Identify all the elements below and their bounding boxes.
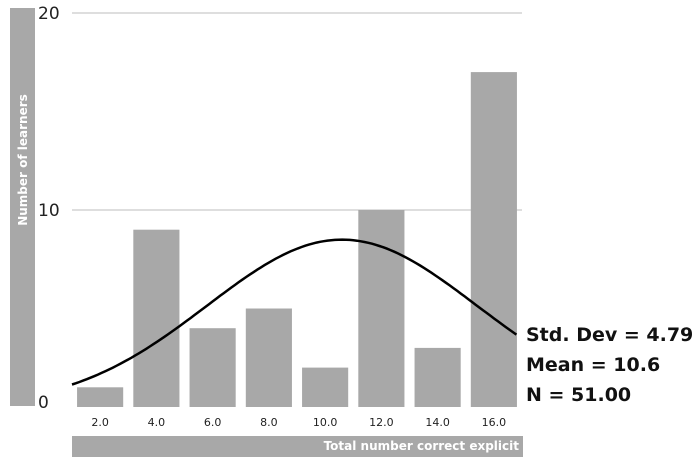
bar <box>414 347 461 407</box>
y-tick-label: 0 <box>38 393 49 413</box>
x-axis-label-band <box>72 436 523 457</box>
x-tick-label: 14.0 <box>425 416 450 429</box>
y-axis-label-band <box>10 8 35 406</box>
bar <box>77 387 124 407</box>
x-tick-label: 8.0 <box>260 416 278 429</box>
mean-stat: Mean = 10.6 <box>526 354 661 376</box>
bar <box>189 328 236 407</box>
gridlines <box>72 12 522 211</box>
x-tick-label: 6.0 <box>204 416 222 429</box>
bar <box>245 308 292 407</box>
y-tick-label: 20 <box>38 4 60 24</box>
x-tick-label: 10.0 <box>313 416 338 429</box>
x-tick-label: 4.0 <box>148 416 166 429</box>
n-stat: N = 51.00 <box>526 384 632 406</box>
x-axis-label: Total number correct explicit <box>324 439 520 453</box>
x-tick-label: 12.0 <box>369 416 394 429</box>
bar <box>358 210 405 407</box>
y-axis-label: Number of learners <box>16 94 30 226</box>
y-tick-labels: 0 10 20 <box>38 4 60 413</box>
bars <box>77 72 517 407</box>
bar <box>470 72 517 407</box>
summary-stats: Std. Dev = 4.79 Mean = 10.6 N = 51.00 <box>526 320 693 410</box>
std-dev-stat: Std. Dev = 4.79 <box>526 324 694 346</box>
bar <box>133 229 180 407</box>
x-tick-label: 2.0 <box>91 416 109 429</box>
bar <box>302 367 349 407</box>
x-tick-labels: 2.0 4.0 6.0 8.0 10.0 12.0 14.0 16.0 <box>91 416 506 429</box>
y-tick-label: 10 <box>38 201 60 221</box>
normal-curve <box>71 238 518 386</box>
x-tick-label: 16.0 <box>482 416 507 429</box>
